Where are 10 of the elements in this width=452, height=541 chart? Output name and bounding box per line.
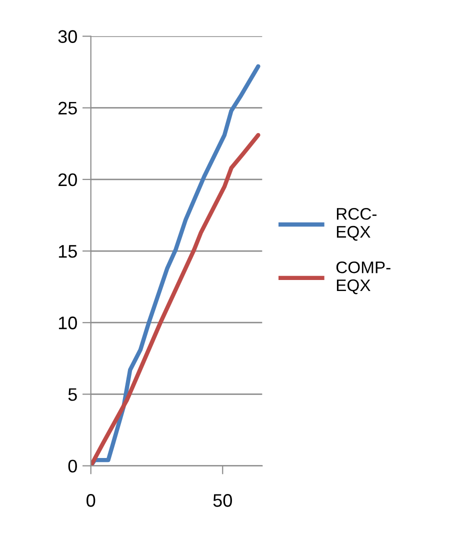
legend-label: RCC-EQX bbox=[336, 208, 377, 241]
y-tick-label: 30 bbox=[58, 30, 77, 43]
y-tick-label: 20 bbox=[58, 173, 77, 186]
x-tick-label: 50 bbox=[213, 494, 232, 507]
legend-label: COMP-EQX bbox=[336, 261, 390, 294]
y-tick-label: 0 bbox=[68, 460, 77, 473]
y-tick-label: 25 bbox=[58, 102, 77, 115]
y-tick-label: 10 bbox=[58, 316, 77, 330]
y-tick-label: 15 bbox=[58, 245, 77, 258]
y-tick-label: 5 bbox=[68, 388, 77, 401]
